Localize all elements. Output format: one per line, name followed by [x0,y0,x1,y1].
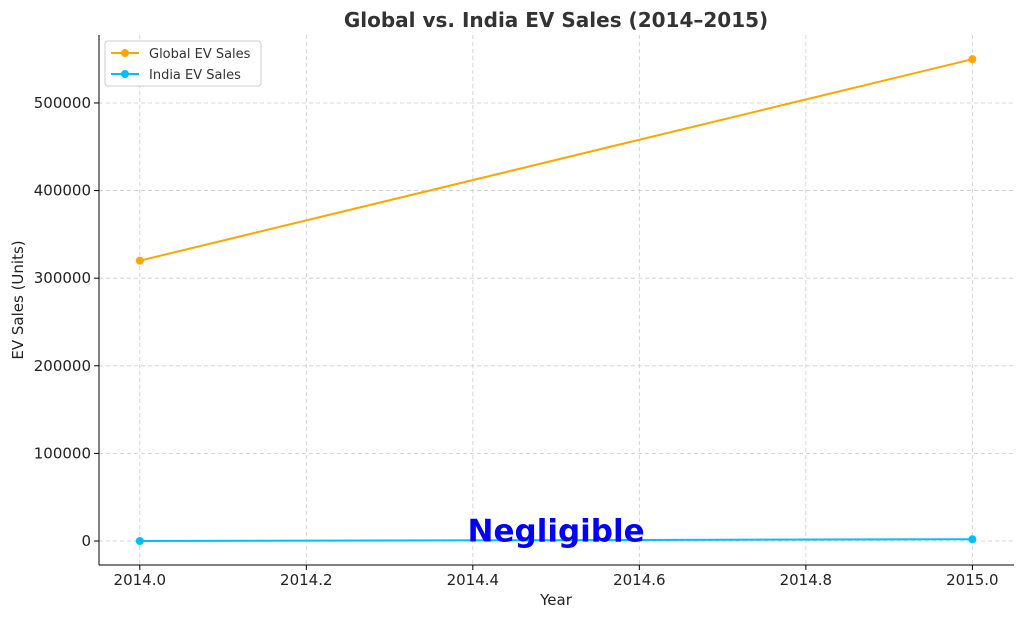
x-axis-ticks: 2014.0 2014.2 2014.4 2014.6 2014.8 2015.0 [114,565,999,589]
y-tick-label: 300000 [34,269,91,287]
data-point [968,535,977,544]
series-group [135,55,977,545]
y-tick-label: 400000 [34,182,91,200]
y-tick-label: 100000 [34,444,91,462]
data-point [135,256,144,265]
x-tick-label: 2014.2 [280,571,333,589]
x-tick-label: 2014.6 [613,571,666,589]
data-point [968,55,977,64]
series-line-india [139,538,973,542]
x-axis-label: Year [539,591,573,609]
legend-label-india: India EV Sales [149,68,241,83]
x-tick-label: 2014.4 [447,571,500,589]
data-point [135,536,144,545]
legend-label-global: Global EV Sales [149,47,251,62]
legend: Global EV Sales India EV Sales [104,40,262,87]
y-axis-ticks: 0 100000 200000 300000 400000 500000 [34,94,99,550]
x-tick-label: 2014.8 [780,571,833,589]
annotation-negligible: Negligible [468,513,645,549]
legend-marker-global [121,49,129,57]
series-line-global [139,58,973,262]
y-tick-label: 200000 [34,357,91,375]
grid [99,35,1014,565]
y-tick-label: 0 [81,532,91,550]
x-tick-label: 2015.0 [946,571,999,589]
y-axis-label: EV Sales (Units) [9,240,27,359]
chart-title: Global vs. India EV Sales (2014–2015) [344,8,768,32]
y-tick-label: 500000 [34,94,91,112]
x-tick-label: 2014.0 [114,571,167,589]
legend-box [104,40,262,87]
legend-marker-india [121,70,129,78]
